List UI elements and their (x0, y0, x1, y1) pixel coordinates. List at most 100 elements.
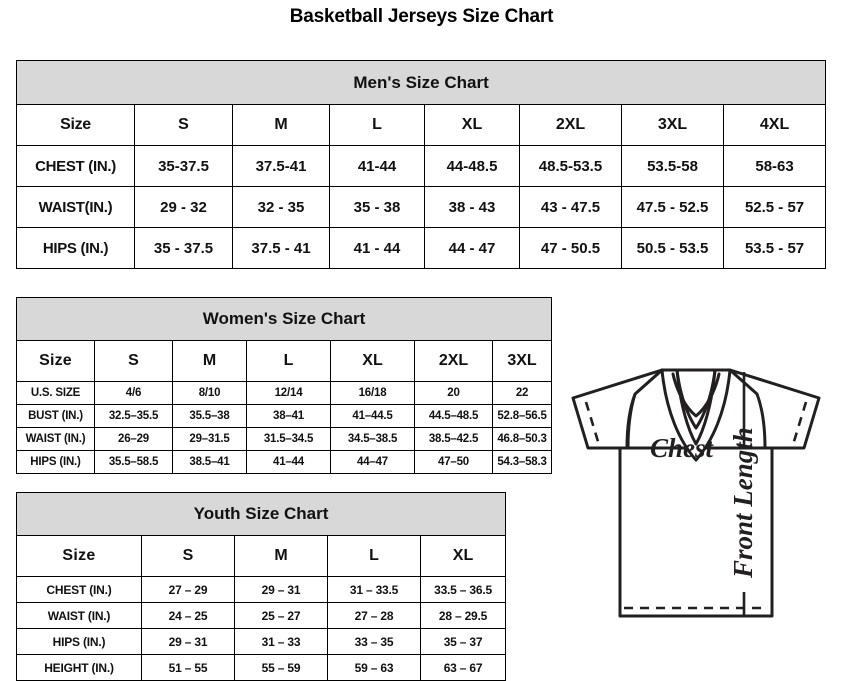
mens-size-s: S (134, 104, 233, 146)
womens-waist-label: WAIST (IN.) (16, 427, 95, 451)
mens-chest-xl: 44-48.5 (424, 145, 520, 187)
womens-hips-xl: 44–47 (330, 450, 415, 474)
youth-chart-header: Youth Size Chart (15, 492, 507, 536)
mens-hips-s: 35 - 37.5 (134, 227, 233, 269)
mens-chest-l: 41-44 (329, 145, 425, 187)
womens-size-s: S (94, 340, 173, 382)
youth-hips-label: HIPS (IN.) (16, 628, 142, 655)
youth-size-xl: XL (419, 535, 507, 577)
mens-size-label: Size (16, 104, 135, 146)
womens-us-size-label: U.S. SIZE (16, 381, 95, 405)
mens-chest-3xl: 53.5-58 (621, 145, 724, 187)
womens-us-size-l: 12/14 (246, 381, 331, 405)
womens-hips-m: 38.5–41 (172, 450, 247, 474)
youth-size-s: S (141, 535, 235, 577)
chest-measure-label: Chest (650, 433, 715, 463)
womens-bust-label: BUST (IN.) (16, 404, 95, 428)
womens-waist-3xl: 46.8–50.3 (491, 427, 553, 451)
mens-size-2xl: 2XL (519, 104, 622, 146)
youth-chart-header-row: Youth Size Chart (15, 492, 507, 536)
youth-waist-xl: 28 – 29.5 (419, 602, 507, 629)
mens-size-header-row: Size S M L XL 2XL 3XL 4XL (16, 104, 827, 146)
page-title: Basketball Jerseys Size Chart (289, 6, 554, 27)
womens-hips-l: 41–44 (246, 450, 331, 474)
youth-size-l: L (327, 535, 421, 577)
youth-chest-l: 31 – 33.5 (327, 576, 421, 603)
mens-hips-3xl: 50.5 - 53.5 (621, 227, 724, 269)
womens-chart-header-row: Women's Size Chart (15, 297, 553, 341)
mens-chest-2xl: 48.5-53.5 (519, 145, 622, 187)
youth-waist-m: 25 – 27 (234, 602, 328, 629)
womens-hips-label: HIPS (IN.) (16, 450, 95, 474)
womens-waist-l: 31.5–34.5 (246, 427, 331, 451)
womens-size-l: L (246, 340, 331, 382)
womens-size-chart-table: Women's Size Chart Size S M L XL 2XL 3XL… (15, 297, 553, 474)
jersey-left-cuff-dash (584, 401, 602, 449)
mens-size-xl: XL (424, 104, 520, 146)
mens-hips-xl: 44 - 47 (424, 227, 520, 269)
table-row: HIPS (IN.) 29 – 31 31 – 33 33 – 35 35 – … (16, 628, 507, 655)
womens-waist-s: 26–29 (94, 427, 173, 451)
table-row: HIPS (IN.) 35 - 37.5 37.5 - 41 41 - 44 4… (16, 227, 827, 269)
youth-size-chart-table: Youth Size Chart Size S M L XL CHEST (IN… (15, 492, 507, 681)
youth-height-l: 59 – 63 (327, 654, 421, 681)
table-row: HEIGHT (IN.) 51 – 55 55 – 59 59 – 63 63 … (16, 654, 507, 681)
youth-waist-label: WAIST (IN.) (16, 602, 142, 629)
youth-chest-label: CHEST (IN.) (16, 576, 142, 603)
womens-hips-3xl: 54.3–58.3 (491, 450, 553, 474)
womens-waist-xl: 34.5–38.5 (330, 427, 415, 451)
mens-size-chart-table: Men's Size Chart Size S M L XL 2XL 3XL 4… (15, 60, 827, 269)
womens-chart-header: Women's Size Chart (15, 297, 553, 341)
jersey-right-cuff-dash (790, 401, 808, 449)
mens-size-l: L (329, 104, 425, 146)
womens-waist-m: 29–31.5 (172, 427, 247, 451)
jersey-vneck-collar-trim (671, 372, 721, 418)
youth-size-m: M (234, 535, 328, 577)
womens-us-size-3xl: 22 (491, 381, 553, 405)
mens-hips-l: 41 - 44 (329, 227, 425, 269)
womens-us-size-xl: 16/18 (330, 381, 415, 405)
youth-hips-s: 29 – 31 (141, 628, 235, 655)
mens-size-4xl: 4XL (722, 104, 827, 146)
front-length-measure-label: Front Length (728, 427, 758, 579)
jersey-left-sleeve (571, 368, 664, 450)
youth-height-label: HEIGHT (IN.) (16, 654, 142, 681)
mens-hips-2xl: 47 - 50.5 (519, 227, 622, 269)
mens-waist-l: 35 - 38 (329, 186, 425, 228)
youth-size-header-row: Size S M L XL (16, 535, 507, 577)
youth-height-s: 51 – 55 (141, 654, 235, 681)
youth-height-m: 55 – 59 (234, 654, 328, 681)
mens-size-m: M (232, 104, 330, 146)
youth-size-label: Size (16, 535, 142, 577)
mens-waist-2xl: 43 - 47.5 (519, 186, 622, 228)
mens-waist-label: WAIST(IN.) (16, 186, 135, 228)
mens-chest-m: 37.5-41 (232, 145, 330, 187)
womens-size-m: M (172, 340, 247, 382)
table-row: WAIST (IN.) 24 – 25 25 – 27 27 – 28 28 –… (16, 602, 507, 629)
table-row: U.S. SIZE 4/6 8/10 12/14 16/18 20 22 (16, 381, 553, 405)
womens-bust-s: 32.5–35.5 (94, 404, 173, 428)
table-row: CHEST (IN.) 27 – 29 29 – 31 31 – 33.5 33… (16, 576, 507, 603)
youth-height-xl: 63 – 67 (419, 654, 507, 681)
womens-size-label: Size (16, 340, 95, 382)
mens-chest-label: CHEST (IN.) (16, 145, 135, 187)
womens-bust-xl: 41–44.5 (330, 404, 415, 428)
womens-size-header-row: Size S M L XL 2XL 3XL (16, 340, 553, 382)
jersey-measurement-diagram: Chest Front Length (540, 352, 840, 674)
womens-size-2xl: 2XL (414, 340, 493, 382)
womens-us-size-s: 4/6 (94, 381, 173, 405)
table-row: WAIST(IN.) 29 - 32 32 - 35 35 - 38 38 - … (16, 186, 827, 228)
youth-chest-xl: 33.5 – 36.5 (419, 576, 507, 603)
womens-us-size-2xl: 20 (414, 381, 493, 405)
womens-bust-m: 35.5–38 (172, 404, 247, 428)
mens-waist-m: 32 - 35 (232, 186, 330, 228)
youth-hips-l: 33 – 35 (327, 628, 421, 655)
youth-chest-s: 27 – 29 (141, 576, 235, 603)
mens-chart-header-row: Men's Size Chart (15, 60, 827, 105)
mens-waist-xl: 38 - 43 (424, 186, 520, 228)
youth-hips-m: 31 – 33 (234, 628, 328, 655)
mens-hips-m: 37.5 - 41 (232, 227, 330, 269)
womens-size-3xl: 3XL (491, 340, 553, 382)
womens-hips-s: 35.5–58.5 (94, 450, 173, 474)
womens-us-size-m: 8/10 (172, 381, 247, 405)
